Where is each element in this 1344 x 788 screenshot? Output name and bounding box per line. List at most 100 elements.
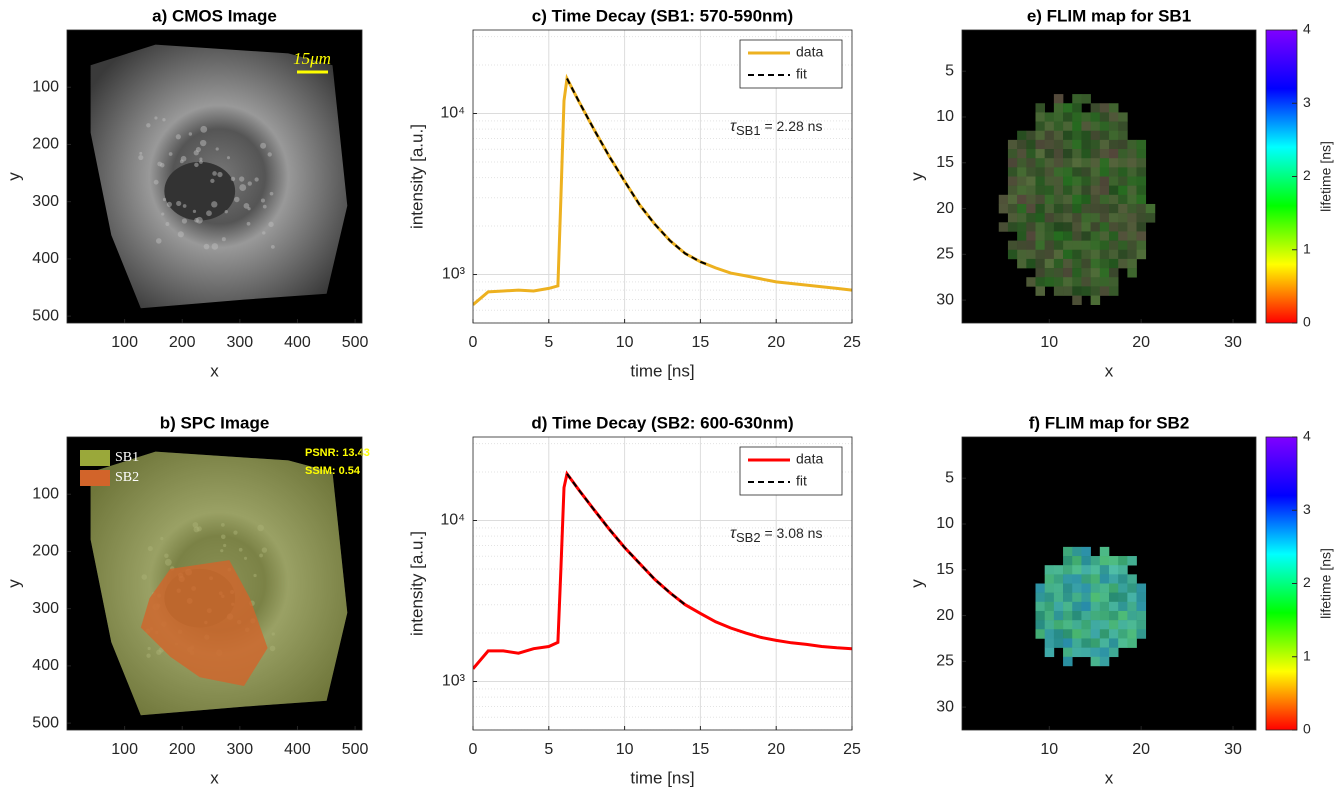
pixel — [1017, 249, 1027, 260]
pixel — [1072, 574, 1082, 584]
annotation: τSB1 = 2.28 ns — [730, 118, 822, 139]
y-tick-label: 20 — [936, 200, 954, 217]
pixel — [1017, 176, 1027, 186]
pixel — [1044, 112, 1055, 122]
annotation-text: = 3.08 ns — [761, 525, 823, 541]
pixel — [1109, 149, 1119, 159]
pixel — [1127, 213, 1137, 223]
pixel — [1063, 277, 1073, 287]
pixel — [1053, 130, 1064, 141]
pixel — [1063, 574, 1073, 584]
pixel — [1109, 565, 1119, 575]
pixel — [1090, 222, 1101, 232]
pixel — [1099, 583, 1110, 593]
annotation-text: = 2.28 ns — [761, 118, 823, 134]
texture — [254, 177, 259, 182]
colorbar-tick-label: 1 — [1303, 240, 1311, 256]
pixel — [1118, 574, 1128, 584]
pixel — [1090, 203, 1101, 214]
pixel — [1127, 583, 1137, 593]
texture — [188, 132, 193, 136]
x-tick-label: 400 — [284, 334, 311, 351]
pixel — [1136, 222, 1147, 232]
pixel — [1044, 629, 1055, 639]
x-tick-label: 200 — [169, 334, 196, 351]
chart-title: a) CMOS Image — [152, 6, 277, 25]
pixel — [1063, 121, 1073, 132]
pixel — [1044, 194, 1055, 205]
pixel — [1026, 277, 1036, 287]
pixel — [1081, 112, 1091, 122]
pixel — [1007, 240, 1018, 251]
x-tick-label: 20 — [1132, 334, 1150, 351]
colorbar-tick-label: 2 — [1303, 167, 1311, 183]
pixel — [1099, 286, 1110, 296]
texture — [155, 238, 162, 244]
pixel — [1063, 203, 1073, 214]
pixel — [1081, 647, 1091, 658]
plot-area — [473, 437, 852, 730]
pixel — [1072, 240, 1082, 251]
annotation: τSB2 = 3.08 ns — [730, 525, 822, 546]
y-axis-label: y — [907, 579, 926, 588]
pixel — [1044, 565, 1055, 575]
pixel — [1017, 231, 1027, 241]
texture — [175, 134, 181, 140]
pixel — [1081, 620, 1091, 630]
pixel — [1099, 167, 1110, 177]
x-tick-label: 20 — [1132, 741, 1150, 758]
pixel — [1090, 647, 1101, 658]
pixel — [1053, 213, 1064, 223]
pixel — [1053, 629, 1064, 639]
pixel — [1044, 620, 1055, 630]
overlay-sb2 — [140, 560, 268, 686]
pixel — [1090, 167, 1101, 177]
pixel — [1063, 258, 1073, 269]
pixel — [1118, 158, 1128, 168]
pixel — [1063, 610, 1073, 621]
pixel — [1035, 139, 1045, 150]
y-tick-label: 5 — [945, 469, 954, 486]
pixel — [1127, 231, 1137, 241]
pixel — [1053, 592, 1064, 603]
axes-box — [66, 29, 363, 324]
pixel — [1081, 546, 1091, 557]
nucleus-image — [164, 161, 236, 221]
pixel — [1127, 629, 1137, 639]
x-axis-label: x — [210, 768, 219, 787]
texture — [166, 201, 172, 207]
pixel — [1053, 103, 1064, 113]
pixel — [1136, 158, 1147, 168]
pixel — [1136, 176, 1147, 186]
legend-label: fit — [796, 66, 807, 82]
pixel — [1118, 203, 1128, 214]
y-tick-label: 10⁴ — [440, 105, 465, 122]
pixel — [1118, 583, 1128, 593]
y-tick-label: 5 — [945, 62, 954, 79]
pixel — [1035, 249, 1045, 260]
pixel — [1090, 583, 1101, 593]
pixel — [1127, 258, 1137, 269]
pixel — [1090, 258, 1101, 269]
pixel — [1109, 112, 1119, 122]
pixel — [1017, 130, 1027, 141]
texture — [146, 123, 151, 128]
pixel — [1063, 565, 1073, 575]
pixel — [1035, 231, 1045, 241]
pixel — [1127, 176, 1137, 186]
pixel — [1099, 556, 1110, 566]
y-tick-label: 10³ — [442, 266, 466, 283]
pixel — [1099, 222, 1110, 232]
pixel — [1063, 158, 1073, 168]
pixel — [1109, 268, 1119, 278]
texture — [270, 244, 275, 249]
pixel — [1072, 556, 1082, 566]
pixel — [1053, 583, 1064, 593]
pixel — [1109, 574, 1119, 584]
x-tick-label: 15 — [692, 741, 710, 758]
pixel — [1044, 574, 1055, 584]
pixel — [1053, 149, 1064, 159]
pixel — [1053, 203, 1064, 214]
axes-box — [472, 436, 853, 731]
